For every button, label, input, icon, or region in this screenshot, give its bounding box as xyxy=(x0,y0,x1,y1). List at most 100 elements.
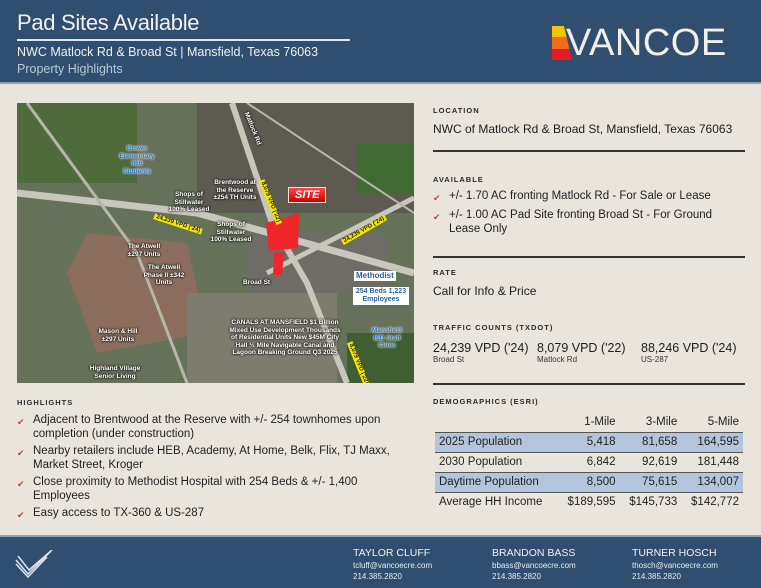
map-road-label: Broad St xyxy=(243,279,271,286)
traffic-value: 24,239 VPD ('24) xyxy=(433,341,529,355)
highlights-label: HIGHLIGHTS xyxy=(17,398,74,407)
contact-email[interactable]: thosch@vancoecre.com xyxy=(632,561,718,570)
cell: 75,615 xyxy=(619,471,682,492)
cell: 134,007 xyxy=(681,471,743,492)
contact-name: TURNER HOSCH xyxy=(632,547,717,559)
location-section: LOCATION NWC of Matlock Rd & Broad St, M… xyxy=(433,106,745,136)
page-title: Pad Sites Available xyxy=(17,10,200,35)
site-marker: SITE xyxy=(288,187,327,203)
column-header: 1-Mile xyxy=(584,415,616,428)
map-label-methodist: Methodist xyxy=(354,271,396,281)
map-label: The Atwell Phase II ±342 Units xyxy=(143,264,185,286)
divider xyxy=(433,256,745,258)
map-label: Brown Elementary 866 Students xyxy=(119,145,155,175)
location-label: LOCATION xyxy=(433,106,480,115)
highlight-item: ✔ Nearby retailers include HEB, Academy, … xyxy=(17,444,417,472)
map-background xyxy=(17,103,414,383)
cell: $142,772 xyxy=(681,491,743,512)
vancoe-logo: VANCOE xyxy=(552,22,727,64)
check-icon: ✔ xyxy=(17,448,25,458)
title-divider xyxy=(17,39,350,41)
logo-mark-icon xyxy=(552,26,572,60)
traffic-section: TRAFFIC COUNTS (TXDOT) 24,239 VPD ('24) B… xyxy=(433,323,745,364)
highlight-text: Close proximity to Methodist Hospital wi… xyxy=(33,476,358,502)
available-label: AVAILABLE xyxy=(433,175,484,184)
table-row: Average HH Income $189,595 $145,733 $142,77… xyxy=(435,491,743,512)
cell: 5,418 xyxy=(557,431,620,452)
location-value: NWC of Matlock Rd & Broad St, Mansfield,… xyxy=(433,122,733,136)
cell: 164,595 xyxy=(681,431,743,452)
demographics-section: DEMOGRAPHICS (ESRI) 1-Mile 3-Mile 5-Mile 2… xyxy=(433,397,745,512)
contact-card: TAYLOR CLUFF tcluff@vancoecre.com 214.385.… xyxy=(353,547,432,582)
cell: 6,842 xyxy=(557,451,620,472)
rate-label: RATE xyxy=(433,268,457,277)
traffic-road: Broad St xyxy=(433,355,465,364)
contact-email[interactable]: bbass@vancoecre.com xyxy=(492,561,576,570)
demographics-table: 1-Mile 3-Mile 5-Mile 2025 Population 5,418 8… xyxy=(435,412,743,512)
check-icon: ✔ xyxy=(17,417,25,427)
traffic-road: Matlock Rd xyxy=(537,355,578,364)
table-row: Daytime Population 8,500 75,615 134,007 xyxy=(435,471,743,492)
divider xyxy=(433,150,745,152)
column-header: 5-Mile xyxy=(707,415,739,428)
row-label: 2030 Population xyxy=(435,451,558,472)
header: Pad Sites Available NWC Matlock Rd & Bro… xyxy=(0,0,761,84)
traffic-item: 88,246 VPD ('24) US-287 xyxy=(641,341,745,364)
row-label: Daytime Population xyxy=(435,471,558,492)
traffic-value: 88,246 VPD ('24) xyxy=(641,341,737,355)
available-item-text: +/- 1.70 AC fronting Matlock Rd - For Sa… xyxy=(449,190,711,202)
highlight-text: Nearby retailers include HEB, Academy, A… xyxy=(33,445,390,471)
traffic-value: 8,079 VPD ('22) xyxy=(537,341,626,355)
traffic-item: 24,239 VPD ('24) Broad St xyxy=(433,341,537,364)
demographics-label: DEMOGRAPHICS (ESRI) xyxy=(433,397,539,406)
highlights-section: HIGHLIGHTS ✔ Adjacent to Brentwood at the… xyxy=(17,398,417,522)
available-item: ✔ +/- 1.70 AC fronting Matlock Rd - For S… xyxy=(433,189,745,205)
contact-phone[interactable]: 214.385.2820 xyxy=(353,572,402,581)
map-label: Shops of Stillwater 100% Leased xyxy=(210,221,252,243)
cell: 81,658 xyxy=(619,431,682,452)
table-header: 1-Mile 3-Mile 5-Mile xyxy=(435,412,743,432)
row-label: 2025 Population xyxy=(435,431,558,452)
section-title: Property Highlights xyxy=(17,62,123,76)
map-label: Shops of Stillwater 100% Leased xyxy=(168,191,210,213)
highlight-item: ✔ Adjacent to Brentwood at the Reserve wi… xyxy=(17,413,417,441)
available-item-text: +/- 1.00 AC Pad Site fronting Broad St -… xyxy=(449,209,713,235)
table-row: 2030 Population 6,842 92,619 181,448 xyxy=(435,451,743,472)
contact-card: BRANDON BASS bbass@vancoecre.com 214.385.2… xyxy=(492,547,576,582)
traffic-label: TRAFFIC COUNTS (TXDOT) xyxy=(433,323,554,332)
contact-email[interactable]: tcluff@vancoecre.com xyxy=(353,561,433,570)
check-icon: ✔ xyxy=(433,193,441,203)
contact-phone[interactable]: 214.385.2820 xyxy=(492,572,541,581)
row-label: Average HH Income xyxy=(435,491,558,512)
map-label: Highland Village Senior Living xyxy=(89,365,141,380)
map-label: Brentwood at the Reserve ±254 TH Units xyxy=(213,179,257,201)
column-header: 3-Mile xyxy=(645,415,678,428)
cell: $145,733 xyxy=(619,491,682,512)
vancoe-wing-icon xyxy=(15,550,53,578)
footer: TAYLOR CLUFF tcluff@vancoecre.com 214.385.… xyxy=(0,535,761,588)
rate-section: RATE Call for Info & Price xyxy=(433,268,745,298)
check-icon: ✔ xyxy=(17,479,25,489)
cell: 8,500 xyxy=(557,471,620,492)
contact-phone[interactable]: 214.385.2820 xyxy=(632,572,681,581)
rate-value: Call for Info & Price xyxy=(433,284,537,298)
divider xyxy=(433,383,745,385)
map-label-canals: CANALS AT MANSFIELD $1 Billion Mixed Use… xyxy=(229,319,341,356)
cell: 181,448 xyxy=(681,451,743,472)
available-section: AVAILABLE ✔ +/- 1.70 AC fronting Matlock … xyxy=(433,175,745,236)
cell: $189,595 xyxy=(557,491,620,512)
check-icon: ✔ xyxy=(433,212,441,222)
highlight-item: ✔ Close proximity to Methodist Hospital w… xyxy=(17,475,417,503)
available-item: ✔ +/- 1.00 AC Pad Site fronting Broad St … xyxy=(433,208,745,236)
map-label-methodist-stats: 254 Beds 1,223 Employees xyxy=(353,287,409,305)
traffic-road: US-287 xyxy=(641,355,669,364)
map-label: Mansfield ISD Staff Clinic xyxy=(372,327,402,349)
contact-name: TAYLOR CLUFF xyxy=(353,547,431,559)
logo-text: VANCOE xyxy=(566,22,727,64)
check-icon: ✔ xyxy=(17,510,25,520)
highlight-text: Easy access to TX-360 & US-287 xyxy=(33,507,205,519)
contact-name: BRANDON BASS xyxy=(492,547,576,559)
map-label: Mason & Hill ±297 Units xyxy=(98,328,138,343)
highlight-item: ✔ Easy access to TX-360 & US-287 xyxy=(17,506,417,522)
traffic-item: 8,079 VPD ('22) Matlock Rd xyxy=(537,341,641,364)
